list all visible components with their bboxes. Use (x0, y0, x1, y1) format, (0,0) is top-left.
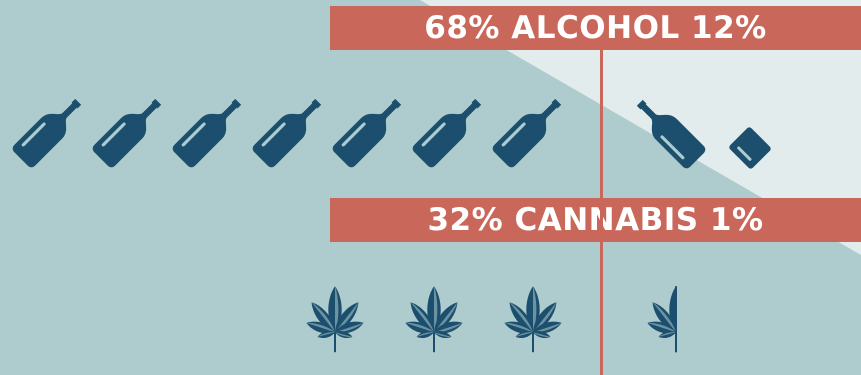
wine-bottle-icon (636, 99, 706, 169)
cannabis-leaf-icon (405, 286, 463, 353)
cannabis-banner: 32% CANNABIS 1% (330, 198, 861, 242)
comparison-divider (600, 50, 603, 375)
cannabis-right-value: 1% (709, 202, 764, 238)
wine-bottle-icon (332, 98, 402, 168)
alcohol-right-value: 12% (691, 10, 767, 46)
cannabis-half-leaf-icon (647, 286, 677, 353)
wine-bottle-icon (252, 98, 322, 168)
wine-bottle-icon (92, 98, 162, 168)
cannabis-leaf-icon (504, 286, 562, 353)
wine-bottle-icon (492, 98, 562, 168)
wine-bottle-icon (172, 98, 242, 168)
wine-bottle-icon (412, 98, 482, 168)
alcohol-left-value: 68% (424, 10, 500, 46)
alcohol-label: ALCOHOL (511, 10, 680, 46)
wine-bottle-icon (12, 98, 82, 168)
wine-bottle-fragment-icon (729, 127, 771, 169)
alcohol-banner: 68% ALCOHOL 12% (330, 6, 861, 50)
cannabis-left-value: 32% (427, 202, 504, 238)
cannabis-leaf-icon (306, 286, 364, 353)
cannabis-label: CANNABIS (514, 202, 699, 238)
